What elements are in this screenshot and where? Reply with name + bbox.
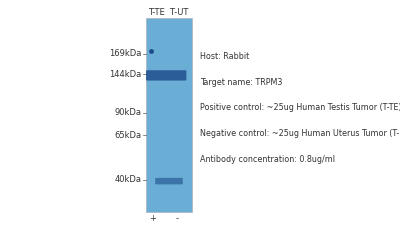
Text: 40kDa: 40kDa <box>114 176 141 184</box>
Text: Antibody concentration: 0.8ug/ml: Antibody concentration: 0.8ug/ml <box>200 155 335 164</box>
Text: T-TE  T-UT: T-TE T-UT <box>148 8 188 17</box>
Text: 90kDa: 90kDa <box>114 108 141 117</box>
FancyBboxPatch shape <box>155 178 183 184</box>
Bar <box>146 18 192 212</box>
FancyBboxPatch shape <box>146 70 186 81</box>
Text: 169kDa: 169kDa <box>109 50 141 58</box>
Text: 65kDa: 65kDa <box>114 130 141 140</box>
Text: Positive control: ~25ug Human Testis Tumor (T-TE): Positive control: ~25ug Human Testis Tum… <box>200 104 400 112</box>
Text: Host: Rabbit: Host: Rabbit <box>200 52 249 61</box>
Text: -: - <box>176 214 179 223</box>
Text: Target name: TRPM3: Target name: TRPM3 <box>200 78 282 87</box>
Text: 144kDa: 144kDa <box>109 70 141 79</box>
Text: +: + <box>149 214 156 223</box>
Text: Negative control: ~25ug Human Uterus Tumor (T-UT): Negative control: ~25ug Human Uterus Tum… <box>200 129 400 138</box>
